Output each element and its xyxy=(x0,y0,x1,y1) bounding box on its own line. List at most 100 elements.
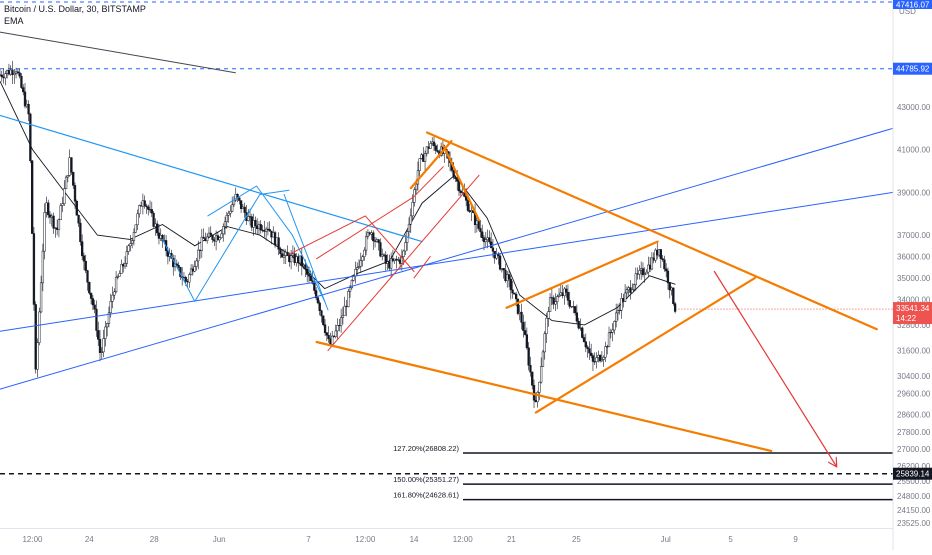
candle-up xyxy=(57,219,61,230)
candle-down xyxy=(311,280,314,284)
time-tick-label: 24 xyxy=(85,535,94,544)
candle-down xyxy=(254,220,257,227)
candle-up xyxy=(54,227,57,229)
price-tick-label: 32800.00 xyxy=(897,321,931,330)
candle-up xyxy=(627,287,630,291)
candle-down xyxy=(30,160,34,234)
candle-up xyxy=(359,260,362,267)
candle-up xyxy=(231,204,234,212)
candle-up xyxy=(352,275,355,281)
candle-up xyxy=(364,236,368,251)
candle-up xyxy=(347,291,350,308)
candle-up xyxy=(393,258,396,261)
candle-down xyxy=(27,103,30,115)
candle-down xyxy=(666,270,670,284)
candle-down xyxy=(323,324,327,333)
price-tick-label: 29600.00 xyxy=(897,389,931,398)
candle-up xyxy=(132,231,136,241)
candle-down xyxy=(525,334,529,348)
candle-down xyxy=(313,283,316,291)
candle-down xyxy=(139,205,143,207)
candle-down xyxy=(373,240,377,242)
candle-down xyxy=(322,315,325,325)
time-tick-label: 25 xyxy=(572,535,581,544)
candle-up xyxy=(602,356,605,360)
candle-down xyxy=(32,233,36,305)
time-tick-label: 7 xyxy=(306,535,311,544)
candle-up xyxy=(109,301,112,314)
candle-down xyxy=(661,258,664,260)
candle-up xyxy=(429,143,432,149)
price-axis: 43000.00 41000.00 39000.00 37000.00 36000.00… xyxy=(892,0,932,550)
candle-down xyxy=(307,274,311,277)
top-price-badge xyxy=(893,0,932,9)
red-diagonal-2 xyxy=(413,256,431,279)
candle-up xyxy=(540,366,543,383)
red-zigzag-1 xyxy=(288,215,415,272)
candle-up xyxy=(107,312,111,324)
time-tick-label: 12:00 xyxy=(453,535,474,544)
candle-up xyxy=(114,277,118,293)
candle-down xyxy=(672,287,675,304)
price-tick-label: 25500.00 xyxy=(897,477,931,486)
candle-down xyxy=(652,257,655,261)
candle-up xyxy=(100,351,103,353)
candle-down xyxy=(52,215,55,229)
candle-up xyxy=(207,232,211,238)
candle-up xyxy=(225,214,228,222)
candle-down xyxy=(490,241,493,249)
time-tick-label: 5 xyxy=(728,535,733,544)
candle-up xyxy=(66,175,70,178)
candle-down xyxy=(568,300,571,307)
candle-up xyxy=(563,288,566,296)
candle-down xyxy=(523,330,527,335)
support-badge-text: 25839.14 xyxy=(896,470,930,479)
candle-down xyxy=(309,275,312,281)
candle-up xyxy=(188,274,191,283)
candle-up xyxy=(625,289,629,294)
candle-down xyxy=(209,232,212,236)
drawing-layer xyxy=(0,31,894,467)
candle-up xyxy=(647,264,650,273)
candle-up xyxy=(341,315,345,318)
candle-down xyxy=(520,311,523,323)
candle-up xyxy=(423,153,427,162)
candle-down xyxy=(464,196,468,201)
candle-up xyxy=(547,311,550,319)
candle-down xyxy=(56,227,59,230)
time-tick-label: 28 xyxy=(150,535,159,544)
candle-up xyxy=(159,234,162,239)
candle-down xyxy=(497,253,500,257)
candle-down xyxy=(18,72,21,77)
blue-connector xyxy=(283,194,329,311)
candle-down xyxy=(656,249,659,256)
candle-down xyxy=(2,76,5,79)
red-projection-arrow xyxy=(713,270,836,467)
candle-up xyxy=(607,332,611,348)
candle-down xyxy=(588,348,591,354)
candle-down xyxy=(532,385,536,401)
candle-up xyxy=(609,332,612,334)
candle-down xyxy=(34,304,37,370)
candle-down xyxy=(395,258,398,261)
candle-down xyxy=(261,229,264,231)
candle-down xyxy=(279,249,282,254)
candle-down xyxy=(511,289,514,294)
candle-up xyxy=(370,232,373,235)
candle-up xyxy=(5,70,9,74)
candle-down xyxy=(86,270,89,283)
orange-short-diag xyxy=(442,144,481,222)
candle-down xyxy=(256,225,259,229)
blue-trendline-upper-descending xyxy=(0,114,423,243)
candle-up xyxy=(134,224,137,233)
candle-down xyxy=(16,71,20,73)
candle-up xyxy=(229,210,232,214)
indicator-label: EMA xyxy=(4,16,24,26)
candle-up xyxy=(559,292,562,296)
candle-down xyxy=(452,170,455,178)
candle-up xyxy=(375,239,378,242)
candle-down xyxy=(156,223,159,234)
price-tick-label: 39000.00 xyxy=(897,188,931,197)
candle-down xyxy=(300,255,303,267)
